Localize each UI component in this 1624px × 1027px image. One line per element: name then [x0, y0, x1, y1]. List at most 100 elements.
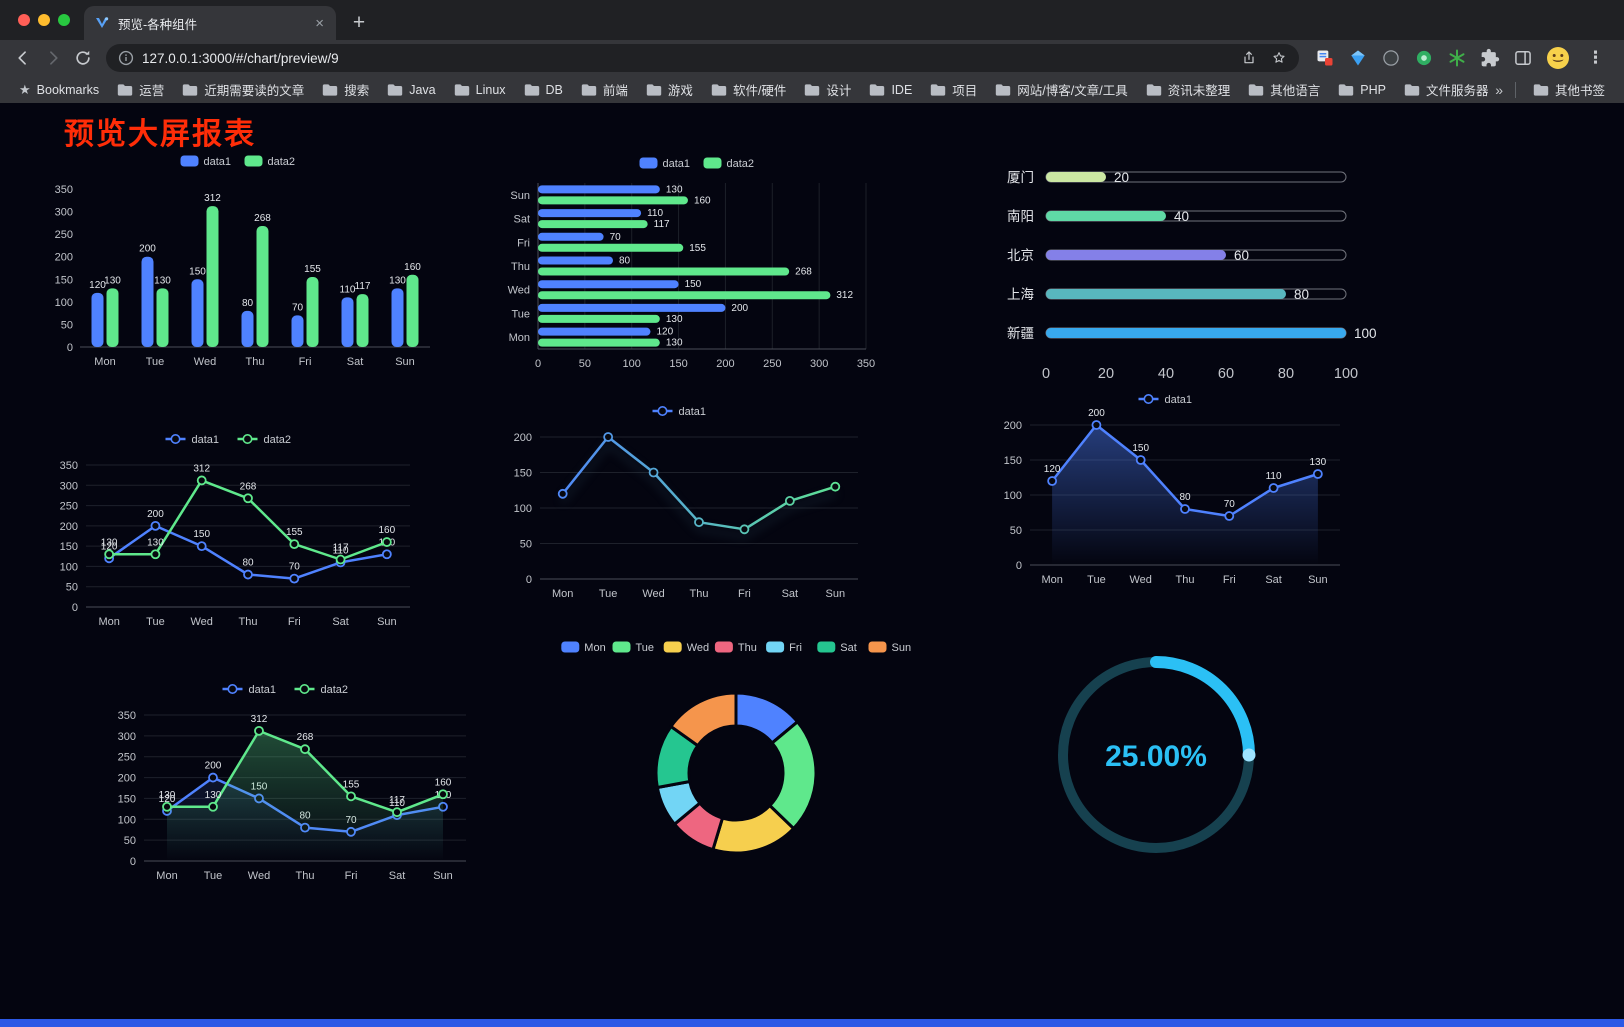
bookmarks-overflow-chevron[interactable]: »: [1495, 81, 1503, 98]
share-icon[interactable]: [1241, 50, 1257, 66]
legend-item[interactable]: Mon: [561, 641, 606, 655]
forward-icon: [50, 51, 58, 65]
bookmark-folder-item[interactable]: 资讯未整理: [1137, 77, 1240, 102]
extension-dark-circle-icon[interactable]: [1381, 48, 1401, 68]
svg-text:150: 150: [60, 541, 78, 553]
legend-item[interactable]: data2: [294, 684, 349, 696]
bookmark-folder-item[interactable]: 设计: [795, 77, 860, 102]
legend-item[interactable]: data1: [652, 406, 707, 418]
legend-item[interactable]: data1: [180, 155, 232, 169]
svg-text:Mon: Mon: [98, 616, 119, 628]
bookmark-star-icon[interactable]: [1271, 50, 1287, 66]
svg-text:0: 0: [526, 574, 532, 586]
extension-gem-icon[interactable]: [1348, 48, 1368, 68]
bookmarks-manager-item[interactable]: ★ Bookmarks: [10, 79, 108, 101]
svg-text:40: 40: [1158, 366, 1174, 382]
bookmark-folder-item[interactable]: 软件/硬件: [702, 77, 795, 102]
forward-button[interactable]: [38, 43, 68, 73]
gauge-chart: 25.00%: [1046, 645, 1266, 865]
omnibox-actions: [1241, 50, 1287, 66]
svg-text:130: 130: [389, 275, 406, 286]
bookmark-folder-item[interactable]: IDE: [860, 80, 921, 100]
legend-item[interactable]: Sat: [817, 641, 857, 655]
extensions-puzzle-icon[interactable]: [1480, 48, 1500, 68]
legend-item[interactable]: data2: [237, 434, 292, 446]
svg-text:250: 250: [55, 229, 73, 241]
address-bar[interactable]: 127.0.0.1:3000/#/chart/preview/9: [106, 44, 1299, 72]
window-close-button[interactable]: [18, 14, 30, 26]
svg-text:data1: data1: [204, 156, 232, 168]
svg-text:155: 155: [304, 264, 321, 275]
svg-text:200: 200: [139, 244, 156, 255]
bookmark-folder-item[interactable]: Java: [378, 80, 444, 100]
svg-text:117: 117: [355, 281, 371, 292]
bookmark-folder-item[interactable]: 搜索: [313, 77, 378, 102]
extensions-area: ⋮: [1307, 46, 1616, 70]
other-bookmarks-folder[interactable]: 其他书签: [1524, 77, 1614, 102]
legend-item[interactable]: data1: [165, 434, 220, 446]
svg-text:120: 120: [656, 327, 673, 338]
svg-text:250: 250: [118, 752, 136, 764]
site-info-icon[interactable]: [118, 50, 134, 66]
legend-item[interactable]: data2: [703, 157, 755, 171]
back-button[interactable]: [8, 43, 38, 73]
legend-item[interactable]: Wed: [663, 641, 709, 655]
svg-text:100: 100: [1334, 366, 1358, 382]
svg-text:50: 50: [579, 358, 591, 370]
bookmark-folder-item[interactable]: 运营: [108, 77, 173, 102]
folder-icon: [388, 83, 403, 96]
legend-item[interactable]: Thu: [714, 641, 757, 655]
bookmark-folder-item[interactable]: DB: [515, 80, 572, 100]
legend-item[interactable]: data1: [222, 684, 277, 696]
browser-menu-icon[interactable]: ⋮: [1587, 48, 1604, 67]
reload-icon: [76, 50, 90, 65]
legend-item[interactable]: data2: [244, 155, 296, 169]
svg-text:130: 130: [147, 537, 164, 548]
bookmark-folder-item[interactable]: Linux: [445, 80, 515, 100]
reload-button[interactable]: [68, 43, 98, 73]
svg-text:100: 100: [118, 814, 136, 826]
legend-item[interactable]: Fri: [766, 641, 802, 655]
bookmark-folder-item[interactable]: 前端: [572, 77, 637, 102]
svg-text:100: 100: [55, 297, 73, 309]
svg-text:Fri: Fri: [738, 588, 751, 600]
window-zoom-button[interactable]: [58, 14, 70, 26]
url-text[interactable]: 127.0.0.1:3000/#/chart/preview/9: [142, 50, 339, 66]
bookmark-folder-item[interactable]: 其他语言: [1239, 77, 1329, 102]
svg-text:0: 0: [67, 342, 73, 354]
svg-text:Wed: Wed: [642, 588, 664, 600]
svg-text:40: 40: [1174, 209, 1189, 224]
donut-chart: Mon Tue Wed Thu Fri Sat Sun: [550, 633, 922, 887]
legend-item[interactable]: data1: [1138, 394, 1193, 406]
svg-text:80: 80: [1179, 492, 1191, 503]
bookmark-folder-item[interactable]: PHP: [1329, 80, 1395, 100]
chart-svg: 0 50 100 150 200 Mon Tue Wed Thu Fri Sat Sun 120 200 1…: [1004, 394, 1340, 586]
extension-green-star-icon[interactable]: [1447, 48, 1467, 68]
bookmark-folder-item[interactable]: 游戏: [637, 77, 702, 102]
extension-green-circle-icon[interactable]: [1414, 48, 1434, 68]
svg-text:120: 120: [1044, 464, 1061, 475]
legend-item[interactable]: Sun: [868, 641, 912, 655]
bookmark-label: 搜索: [344, 84, 370, 98]
extension-translate-icon[interactable]: [1315, 48, 1335, 68]
browser-tab[interactable]: 预览-各种组件 ×: [84, 6, 336, 40]
side-panel-icon[interactable]: [1513, 48, 1533, 68]
tab-close-icon[interactable]: ×: [315, 14, 324, 32]
svg-text:20: 20: [1114, 170, 1129, 185]
bookmark-folder-item[interactable]: 网站/博客/文章/工具: [986, 77, 1136, 102]
legend-item[interactable]: Tue: [612, 641, 655, 655]
svg-text:70: 70: [292, 302, 304, 313]
legend-item[interactable]: data1: [639, 157, 691, 171]
bookmark-folder-item[interactable]: 项目: [921, 77, 986, 102]
bookmark-folder-item[interactable]: 近期需要读的文章: [173, 77, 313, 102]
new-tab-button[interactable]: +: [352, 11, 366, 34]
profile-avatar[interactable]: [1546, 46, 1570, 70]
window-minimize-button[interactable]: [38, 14, 50, 26]
svg-text:Mon: Mon: [156, 870, 177, 882]
folder-icon: [1339, 83, 1354, 96]
chart-svg: 0 50 100 150 200 Mon Tue Wed Thu Fri Sat Sun data1: [514, 406, 858, 600]
bookmark-folder-item[interactable]: 文件服务器: [1395, 77, 1491, 102]
back-icon: [18, 51, 26, 65]
svg-text:data1: data1: [679, 406, 707, 418]
svg-text:Tue: Tue: [146, 616, 165, 628]
